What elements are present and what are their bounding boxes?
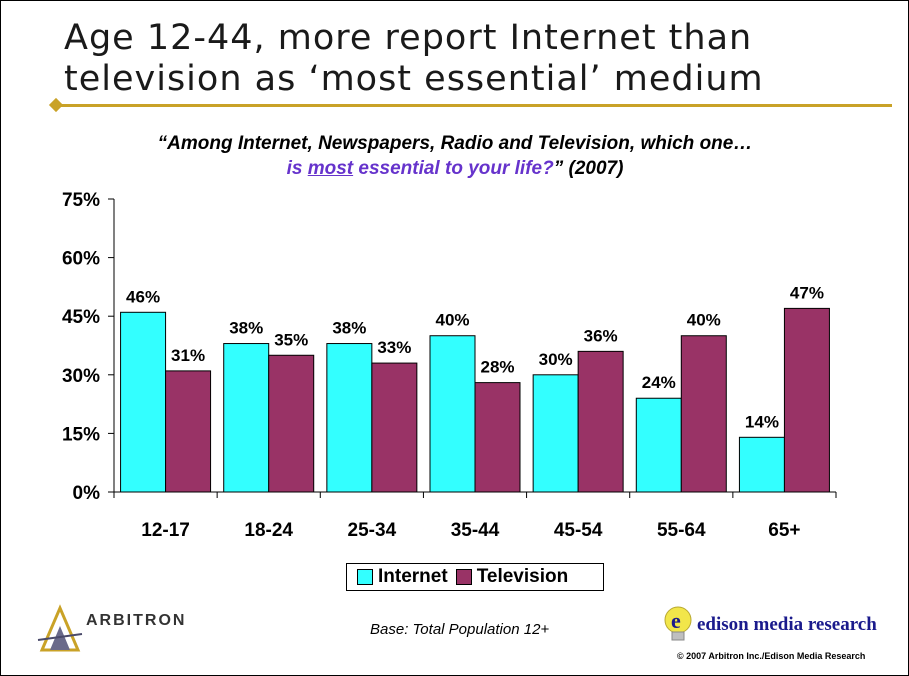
- data-label-internet: 46%: [126, 287, 160, 306]
- data-label-television: 35%: [274, 330, 308, 349]
- arbitron-logo-icon: [37, 604, 83, 652]
- legend-swatch-internet: [357, 569, 373, 585]
- bar-internet: [532, 374, 579, 493]
- slide-title: Age 12-44, more report Internet than tel…: [64, 18, 864, 100]
- data-label-internet: 14%: [745, 412, 779, 431]
- bar-television: [268, 354, 315, 493]
- bar-internet: [120, 311, 167, 493]
- arbitron-logo: ARBITRON: [36, 604, 216, 660]
- legend-swatch-television: [455, 569, 472, 585]
- data-label-internet: 30%: [539, 350, 573, 369]
- lightbulb-icon: e: [664, 606, 692, 641]
- legend-item-internet: Internet: [357, 566, 448, 588]
- question-pre: is: [286, 158, 308, 179]
- x-tick-label: 18-24: [244, 520, 293, 541]
- survey-question-line-1: “Among Internet, Newspapers, Radio and T…: [157, 133, 753, 154]
- bar-television: [165, 370, 212, 493]
- data-label-internet: 38%: [229, 319, 263, 338]
- question-mid: essential to your life?: [353, 158, 554, 179]
- x-tick-label: 25-34: [348, 520, 397, 541]
- bar-television: [371, 362, 418, 493]
- y-tick-label: 15%: [62, 424, 100, 445]
- edison-logo: e edison media research: [660, 604, 890, 644]
- x-tick-label: 45-54: [554, 520, 603, 541]
- data-label-television: 40%: [687, 311, 721, 330]
- bar-television: [783, 307, 830, 493]
- data-label-television: 36%: [584, 326, 618, 345]
- title-divider: [56, 104, 892, 107]
- data-label-television: 28%: [480, 358, 514, 377]
- chart-legend: Internet Television: [346, 563, 604, 591]
- y-tick-label: 30%: [62, 366, 100, 387]
- x-tick-label: 35-44: [451, 520, 500, 541]
- data-label-television: 33%: [377, 338, 411, 357]
- bar-internet: [326, 343, 373, 493]
- data-label-television: 31%: [171, 346, 205, 365]
- y-tick-label: 75%: [62, 190, 100, 211]
- y-tick-label: 60%: [62, 249, 100, 270]
- x-tick-label: 65+: [768, 520, 800, 541]
- y-tick-label: 45%: [62, 307, 100, 328]
- survey-question-line-2: is most essential to your life?” (2007): [60, 157, 850, 180]
- base-note: Base: Total Population 12+: [370, 621, 550, 638]
- question-emphasis: most: [307, 158, 354, 179]
- bar-television: [680, 335, 727, 493]
- legend-label-internet: Internet: [378, 566, 448, 587]
- data-label-internet: 38%: [332, 319, 366, 338]
- title-line-2: television as ‘most essential’ medium: [64, 59, 764, 99]
- svg-text:e: e: [671, 608, 681, 633]
- title-line-1: Age 12-44, more report Internet than: [64, 18, 753, 58]
- bar-internet: [429, 335, 476, 493]
- arbitron-logo-text: ARBITRON: [86, 612, 187, 629]
- y-tick-label: 0%: [73, 483, 101, 504]
- data-label-internet: 24%: [642, 373, 676, 392]
- bar-television: [474, 382, 521, 493]
- bar-internet: [223, 343, 270, 493]
- question-post: ” (2007): [553, 158, 624, 179]
- legend-item-television: Television: [455, 566, 569, 588]
- edison-logo-text: edison media research: [697, 614, 877, 635]
- bar-internet: [635, 397, 682, 493]
- copyright-notice: © 2007 Arbitron Inc./Edison Media Resear…: [677, 651, 866, 661]
- bar-television: [577, 350, 624, 493]
- data-label-television: 47%: [790, 283, 824, 302]
- x-tick-label: 55-64: [657, 520, 706, 541]
- x-tick-label: 12-17: [141, 520, 190, 541]
- legend-label-television: Television: [476, 566, 569, 587]
- bar-internet: [738, 436, 785, 493]
- data-label-internet: 40%: [435, 311, 469, 330]
